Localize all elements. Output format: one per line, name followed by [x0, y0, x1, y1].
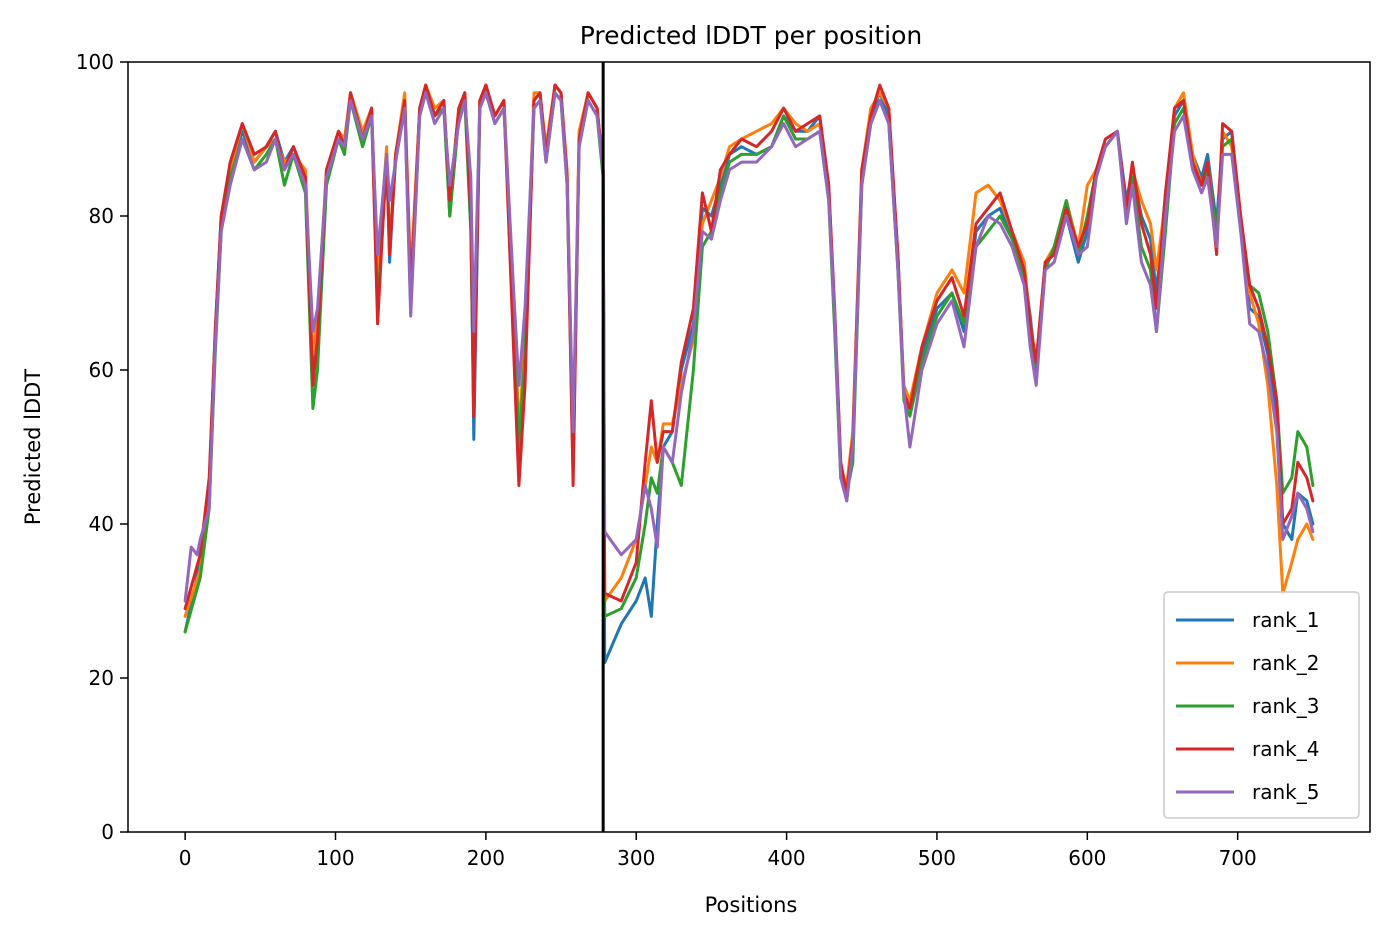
x-tick-label: 600 [1068, 846, 1106, 870]
legend-label-rank_2: rank_2 [1252, 651, 1319, 675]
y-tick-label: 40 [89, 512, 114, 536]
x-tick-label: 200 [467, 846, 505, 870]
y-tick-label: 20 [89, 666, 114, 690]
y-axis-title: Predicted lDDT [21, 369, 45, 525]
legend: rank_1 rank_2 rank_3 rank_4 rank_5 [1163, 591, 1360, 819]
x-tick-label: 700 [1219, 846, 1257, 870]
x-tick-label: 400 [767, 846, 805, 870]
series-layer [183, 83, 1315, 665]
y-tick-label: 60 [89, 358, 114, 382]
chart-title: Predicted lDDT per position [580, 21, 922, 50]
x-tick-label: 100 [316, 846, 354, 870]
x-axis-title: Positions [705, 893, 798, 917]
series-line-rank_5 [183, 91, 1315, 603]
x-tick-label: 300 [617, 846, 655, 870]
y-tick-label: 0 [101, 820, 114, 844]
x-tick-label: 500 [918, 846, 956, 870]
x-axis-ticks: 0 100 200 300 400 500 600 700 [179, 832, 1257, 870]
plot-frame [127, 61, 1371, 833]
legend-box [1163, 591, 1360, 819]
legend-label-rank_5: rank_5 [1252, 780, 1319, 804]
legend-label-rank_4: rank_4 [1252, 737, 1319, 761]
y-tick-label: 100 [76, 50, 114, 74]
legend-label-rank_3: rank_3 [1252, 694, 1319, 718]
y-axis-ticks: 0 20 40 60 80 100 [76, 50, 128, 844]
legend-label-rank_1: rank_1 [1252, 608, 1319, 632]
series-line-rank_4 [183, 83, 1315, 611]
y-tick-label: 80 [89, 204, 114, 228]
x-tick-label: 0 [179, 846, 192, 870]
